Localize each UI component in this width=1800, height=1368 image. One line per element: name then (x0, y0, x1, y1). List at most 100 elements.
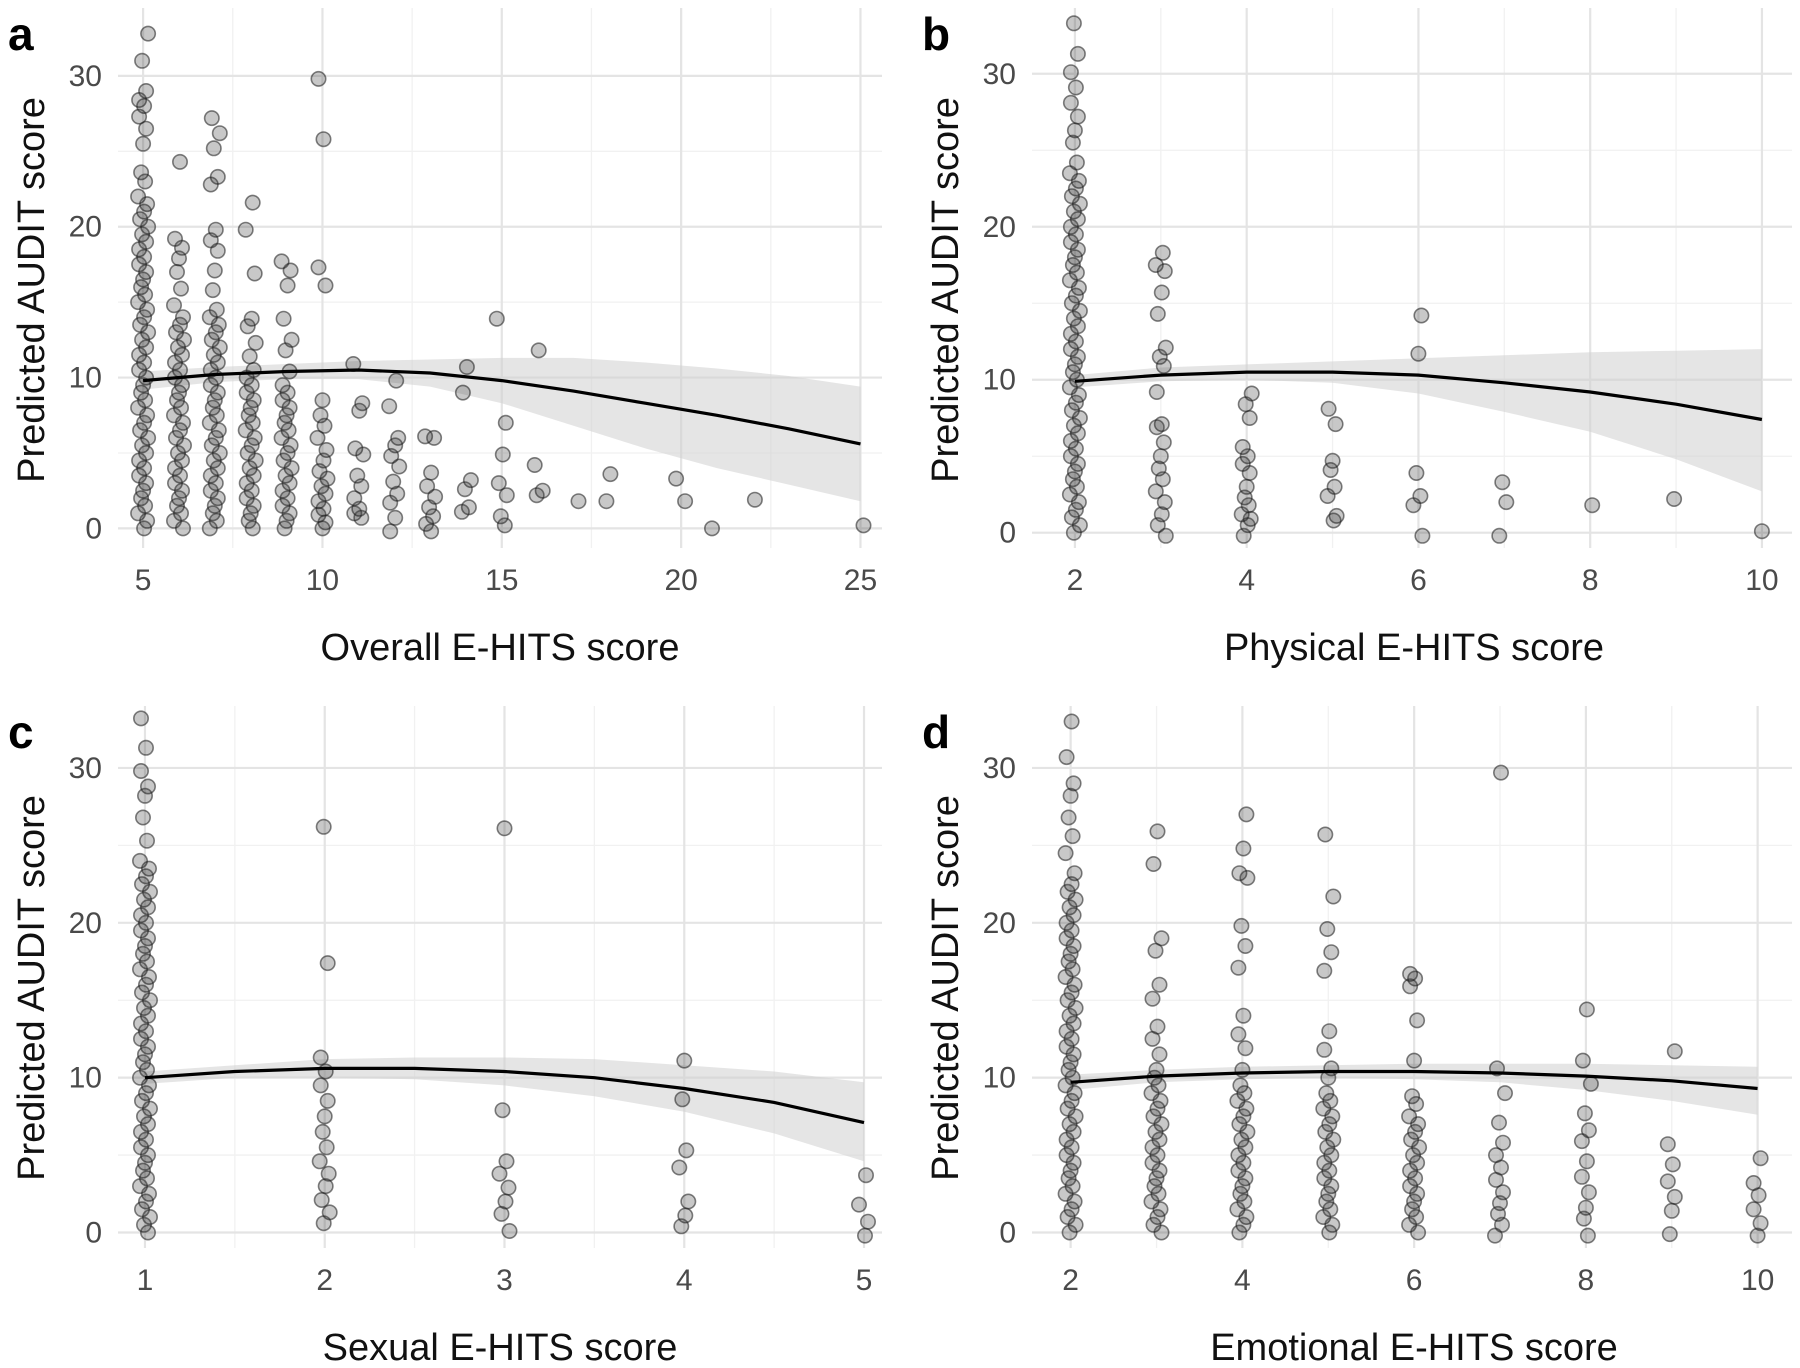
data-point (1069, 318, 1086, 335)
data-point (492, 508, 509, 525)
data-point (382, 523, 399, 540)
data-point (381, 398, 398, 415)
data-point (244, 194, 261, 211)
data-point (1745, 1175, 1762, 1192)
data-point (134, 984, 151, 1001)
data-point (1580, 1122, 1597, 1139)
data-point (209, 460, 226, 477)
data-point (1659, 1173, 1676, 1190)
data-point (315, 131, 332, 148)
data-point (677, 1207, 694, 1224)
data-point (314, 1123, 331, 1140)
data-point (209, 354, 226, 371)
y-tick-label: 0 (85, 1217, 102, 1250)
data-point (1491, 527, 1508, 544)
data-point (244, 520, 261, 537)
data-point (1147, 483, 1164, 500)
data-point (1065, 1015, 1082, 1032)
data-point (1149, 305, 1166, 322)
data-point (138, 233, 155, 250)
x-axis-title: Emotional E-HITS score (1210, 1327, 1618, 1368)
data-point (1065, 1123, 1082, 1140)
data-point (1157, 527, 1174, 544)
data-point (1414, 527, 1431, 544)
data-point (423, 464, 440, 481)
data-point (1069, 45, 1086, 62)
data-point (1401, 1108, 1418, 1125)
data-point (319, 1092, 336, 1109)
data-point (1068, 478, 1085, 495)
data-point (239, 318, 256, 335)
panel-letter: a (8, 8, 34, 60)
data-point (1151, 1046, 1168, 1063)
data-point (1066, 122, 1083, 139)
data-point (1403, 1131, 1420, 1148)
x-tick-label: 15 (485, 564, 518, 597)
data-point (1573, 1168, 1590, 1185)
data-point (1231, 1224, 1248, 1241)
data-point (1063, 188, 1080, 205)
data-point (1239, 869, 1256, 886)
data-point (208, 407, 225, 424)
data-point (1148, 383, 1165, 400)
data-point (138, 83, 155, 100)
data-point (134, 52, 151, 69)
data-point (1412, 487, 1429, 504)
data-point (320, 1165, 337, 1182)
data-point (1058, 1038, 1075, 1055)
data-point (247, 334, 264, 351)
data-point (1666, 1043, 1683, 1060)
x-tick-label: 6 (1406, 1264, 1423, 1297)
data-point (1237, 1139, 1254, 1156)
data-point (1579, 1227, 1596, 1244)
data-point (462, 472, 479, 489)
x-tick-label: 4 (1238, 564, 1255, 597)
data-point (279, 277, 296, 294)
x-tick-label: 8 (1582, 564, 1599, 597)
data-point (273, 253, 290, 270)
data-point (1151, 348, 1168, 365)
x-tick-label: 5 (135, 564, 152, 597)
data-point (1409, 1012, 1426, 1029)
data-point (1069, 425, 1086, 442)
data-point (239, 444, 256, 461)
data-point (1578, 1153, 1595, 1170)
data-point (1488, 1147, 1505, 1164)
data-point (1404, 1088, 1421, 1105)
data-point (312, 407, 329, 424)
data-point (389, 485, 406, 502)
data-point (1409, 1154, 1426, 1171)
y-tick-label: 20 (69, 907, 102, 940)
data-point (1328, 507, 1345, 524)
data-point (497, 414, 514, 431)
data-point (133, 762, 150, 779)
data-point (1063, 1139, 1080, 1156)
data-point (1239, 448, 1256, 465)
data-point (1238, 478, 1255, 495)
data-point (317, 1178, 334, 1195)
data-point (133, 164, 150, 181)
data-point (132, 422, 149, 439)
y-axis-title: Predicted AUDIT score (11, 97, 53, 483)
data-point (1153, 284, 1170, 301)
data-point (1149, 1018, 1166, 1035)
data-point (347, 440, 364, 457)
data-point (140, 1116, 157, 1133)
data-point (316, 1108, 333, 1125)
y-tick-label: 10 (69, 1062, 102, 1095)
x-tick-label: 6 (1410, 564, 1427, 597)
data-point (1663, 1202, 1680, 1219)
data-point (1234, 455, 1251, 472)
data-point (208, 301, 225, 318)
data-point (1149, 1147, 1166, 1164)
data-point (1153, 930, 1170, 947)
data-point (1317, 1123, 1334, 1140)
data-point (1666, 1188, 1683, 1205)
data-point (746, 491, 763, 508)
data-point (1238, 806, 1255, 823)
y-tick-label: 10 (69, 362, 102, 395)
confidence-ribbon (1074, 349, 1762, 492)
data-point (211, 125, 228, 142)
data-point (1059, 992, 1076, 1009)
data-point (1326, 478, 1343, 495)
